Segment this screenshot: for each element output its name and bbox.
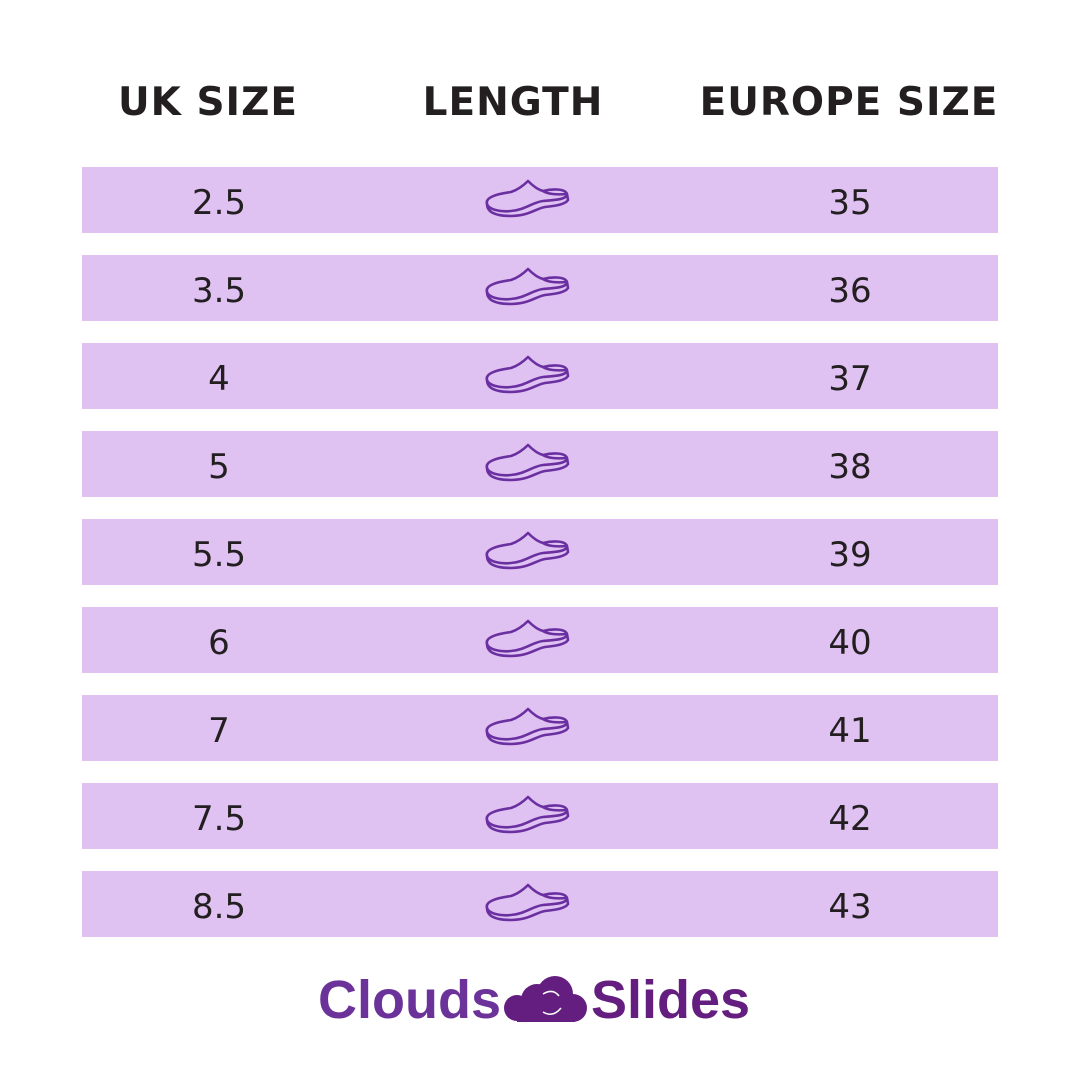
europe-size-cell: 37: [828, 359, 872, 399]
header-length: LENGTH: [422, 80, 604, 125]
table-row: 4 37: [82, 343, 998, 409]
uk-size-cell: 3.5: [191, 271, 247, 311]
table-row: 3.5 36: [82, 255, 998, 321]
cloud-feet-icon: [504, 976, 587, 1022]
slipper-shoe-icon: [485, 707, 570, 746]
slipper-shoe-icon: [485, 883, 570, 922]
uk-size-cell: 5: [208, 447, 230, 487]
uk-size-cell: 2.5: [191, 183, 247, 223]
europe-size-cell: 41: [828, 711, 872, 751]
uk-size-cell: 4: [208, 359, 230, 399]
europe-size-cell: 42: [828, 799, 872, 839]
brand-logo: Clouds Slides: [318, 968, 750, 1032]
header-europe-size: EUROPE SIZE: [699, 80, 999, 125]
slipper-shoe-icon: [485, 355, 570, 394]
slipper-shoe-icon: [485, 443, 570, 482]
header-uk-size: UK SIZE: [118, 80, 298, 125]
europe-size-cell: 43: [828, 887, 872, 927]
uk-size-cell: 6: [208, 623, 230, 663]
slipper-shoe-icon: [485, 179, 570, 218]
slipper-shoe-icon: [485, 531, 570, 570]
slipper-shoe-icon: [485, 619, 570, 658]
table-row: 7.5 42: [82, 783, 998, 849]
europe-size-cell: 40: [828, 623, 872, 663]
slipper-shoe-icon: [485, 795, 570, 834]
slipper-shoe-icon: [485, 267, 570, 306]
table-row: 5 38: [82, 431, 998, 497]
table-row: 8.5 43: [82, 871, 998, 937]
logo-text-left: Clouds: [318, 970, 501, 1030]
uk-size-cell: 7: [208, 711, 230, 751]
uk-size-cell: 5.5: [191, 535, 247, 575]
uk-size-cell: 8.5: [191, 887, 247, 927]
logo-text-right: Slides: [591, 970, 751, 1030]
table-row: 6 40: [82, 607, 998, 673]
europe-size-cell: 35: [828, 183, 872, 223]
europe-size-cell: 38: [828, 447, 872, 487]
table-row: 5.5 39: [82, 519, 998, 585]
europe-size-cell: 39: [828, 535, 872, 575]
europe-size-cell: 36: [828, 271, 872, 311]
table-row: 7 41: [82, 695, 998, 761]
uk-size-cell: 7.5: [191, 799, 247, 839]
table-row: 2.5 35: [82, 167, 998, 233]
